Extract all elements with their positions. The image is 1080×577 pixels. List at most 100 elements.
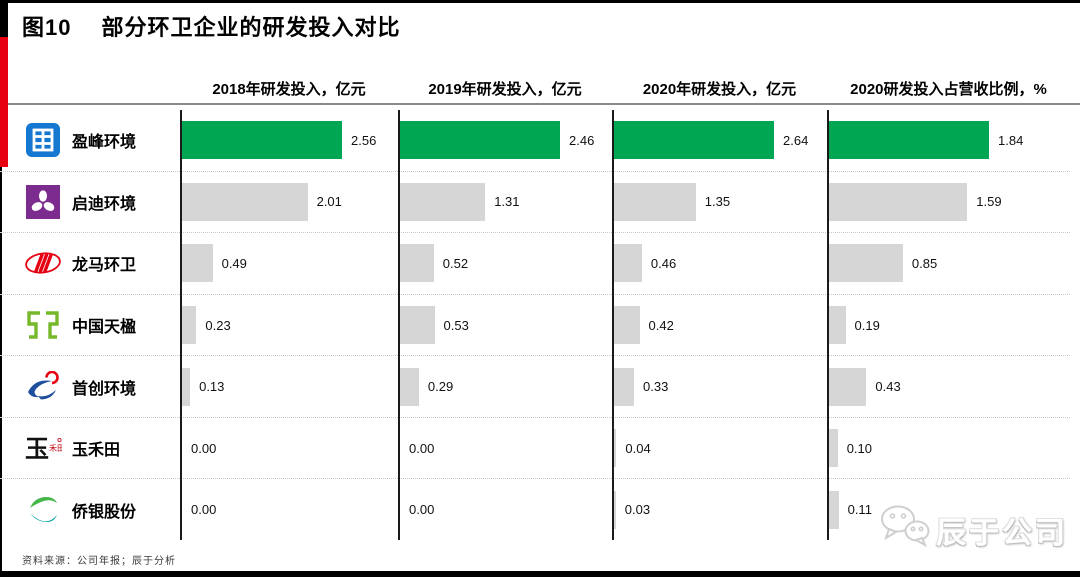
bar-cell: 0.43 <box>827 356 1070 417</box>
chart-row: 玉禾田 玉禾田 0.00 0.00 0.04 0.10 <box>0 418 1070 480</box>
logo-yuhetian-icon: 玉禾田 <box>24 429 62 467</box>
company-name: 龙马环卫 <box>72 257 137 275</box>
company-label: 盈峰环境 <box>0 121 180 159</box>
value-label: 1.59 <box>976 194 1002 210</box>
figure-title: 图10 部分环卫企业的研发投入对比 <box>22 10 401 42</box>
column-header-2018: 2018年研发投入，亿元 <box>212 81 366 98</box>
value-label: 0.03 <box>624 502 651 518</box>
value-label: 0.43 <box>875 379 901 395</box>
bar-cell: 0.49 <box>180 233 398 294</box>
bar <box>400 121 560 160</box>
value-label: 2.46 <box>569 132 595 148</box>
bar-cell: 0.19 <box>827 295 1070 356</box>
wechat-icon <box>878 503 932 552</box>
bar <box>182 367 191 406</box>
figure-title-text: 部分环卫企业的研发投入对比 <box>101 15 401 40</box>
bar-cell: 0.00 <box>180 479 398 540</box>
value-label: 0.04 <box>625 440 651 456</box>
bar-cell: 0.03 <box>612 479 827 540</box>
chart-row: 盈峰环境 2.56 2.46 2.64 1.84 <box>0 110 1070 172</box>
value-label: 0.00 <box>191 502 217 518</box>
value-label: 0.10 <box>846 440 872 456</box>
value-label: 0.13 <box>199 379 225 395</box>
bar-cell: 1.31 <box>398 172 612 233</box>
company-name: 中国天楹 <box>72 319 137 337</box>
value-label: 0.52 <box>442 255 469 271</box>
bar-cell: 1.84 <box>827 110 1070 171</box>
bar <box>182 244 213 283</box>
chart-row: 中国天楹 0.23 0.53 0.42 0.19 <box>0 295 1070 357</box>
company-label: 侨银股份 <box>0 491 180 529</box>
bar <box>829 182 968 221</box>
chart-row: 龙马环卫 0.49 0.52 0.46 0.85 <box>0 233 1070 295</box>
bar <box>614 182 696 221</box>
logo-qiaoyin-icon <box>24 491 62 529</box>
bar-cell: 0.00 <box>180 418 398 479</box>
value-label: 0.33 <box>643 379 669 395</box>
watermark: 辰于公司 <box>878 503 1068 552</box>
value-label: 0.53 <box>443 317 469 333</box>
source-note: 资料来源：公司年报；辰于分析 <box>22 556 176 567</box>
bar <box>182 306 197 345</box>
bar <box>829 306 846 345</box>
column-headers: 2018年研发投入，亿元 2019年研发投入，亿元 2020年研发投入，亿元 2… <box>180 78 1070 99</box>
bar-cell: 0.04 <box>612 418 827 479</box>
company-label: 首创环境 <box>0 368 180 406</box>
bar-cell: 0.29 <box>398 356 612 417</box>
value-label: 0.23 <box>205 317 231 333</box>
company-label: 中国天楹 <box>0 306 180 344</box>
column-header-2019: 2019年研发投入，亿元 <box>428 81 582 98</box>
value-label: 2.01 <box>316 194 342 210</box>
value-label: 2.56 <box>351 132 377 148</box>
bar <box>400 306 435 345</box>
bar-cell: 1.35 <box>612 172 827 233</box>
bar-cell: 0.10 <box>827 418 1070 479</box>
watermark-text: 辰于公司 <box>936 517 1068 550</box>
logo-shouchuang-icon <box>24 368 62 406</box>
red-accent-bar <box>0 37 8 167</box>
bar <box>614 367 634 406</box>
bar-cell: 0.42 <box>612 295 827 356</box>
value-label: 0.00 <box>191 440 217 456</box>
company-name: 盈峰环境 <box>72 134 137 152</box>
bar-cell: 0.53 <box>398 295 612 356</box>
value-label: 0.42 <box>648 317 674 333</box>
bar-cell: 0.00 <box>398 418 612 479</box>
value-label: 0.85 <box>911 255 938 271</box>
svg-text:禾田: 禾田 <box>49 444 62 453</box>
bar-cell: 0.00 <box>398 479 612 540</box>
company-name: 侨银股份 <box>72 503 137 521</box>
value-label: 0.46 <box>650 255 677 271</box>
company-label: 启迪环境 <box>0 183 180 221</box>
logo-longma-icon <box>24 244 62 282</box>
axis-line-2020 <box>612 110 614 540</box>
bar <box>829 429 838 468</box>
figure-number: 图10 <box>22 15 72 40</box>
bar <box>614 490 616 529</box>
svg-text:玉: 玉 <box>25 437 49 463</box>
bar <box>182 182 308 221</box>
corner-block <box>0 0 8 37</box>
value-label: 0.19 <box>854 317 880 333</box>
bar <box>614 121 774 160</box>
company-name: 启迪环境 <box>72 195 137 213</box>
header-divider <box>8 103 1080 105</box>
bar-cell: 0.85 <box>827 233 1070 294</box>
chart-row: 首创环境 0.13 0.29 0.33 0.43 <box>0 356 1070 418</box>
bar-cell: 2.46 <box>398 110 612 171</box>
bar-cell: 0.33 <box>612 356 827 417</box>
bar-cell: 2.56 <box>180 110 398 171</box>
value-label: 1.84 <box>998 132 1024 148</box>
logo-tianying-icon <box>24 306 62 344</box>
axis-line-ratio <box>827 110 829 540</box>
chart-row: 侨银股份 0.00 0.00 0.03 0.11 <box>0 479 1070 540</box>
value-label: 1.35 <box>704 194 731 210</box>
value-label: 0.00 <box>409 502 435 518</box>
axis-line-2018 <box>180 110 182 540</box>
value-label: 1.31 <box>494 194 520 210</box>
bar <box>614 244 642 283</box>
column-header-ratio: 2020研发投入占营收比例，% <box>850 81 1047 98</box>
left-border <box>0 0 2 577</box>
axis-line-2019 <box>398 110 400 540</box>
